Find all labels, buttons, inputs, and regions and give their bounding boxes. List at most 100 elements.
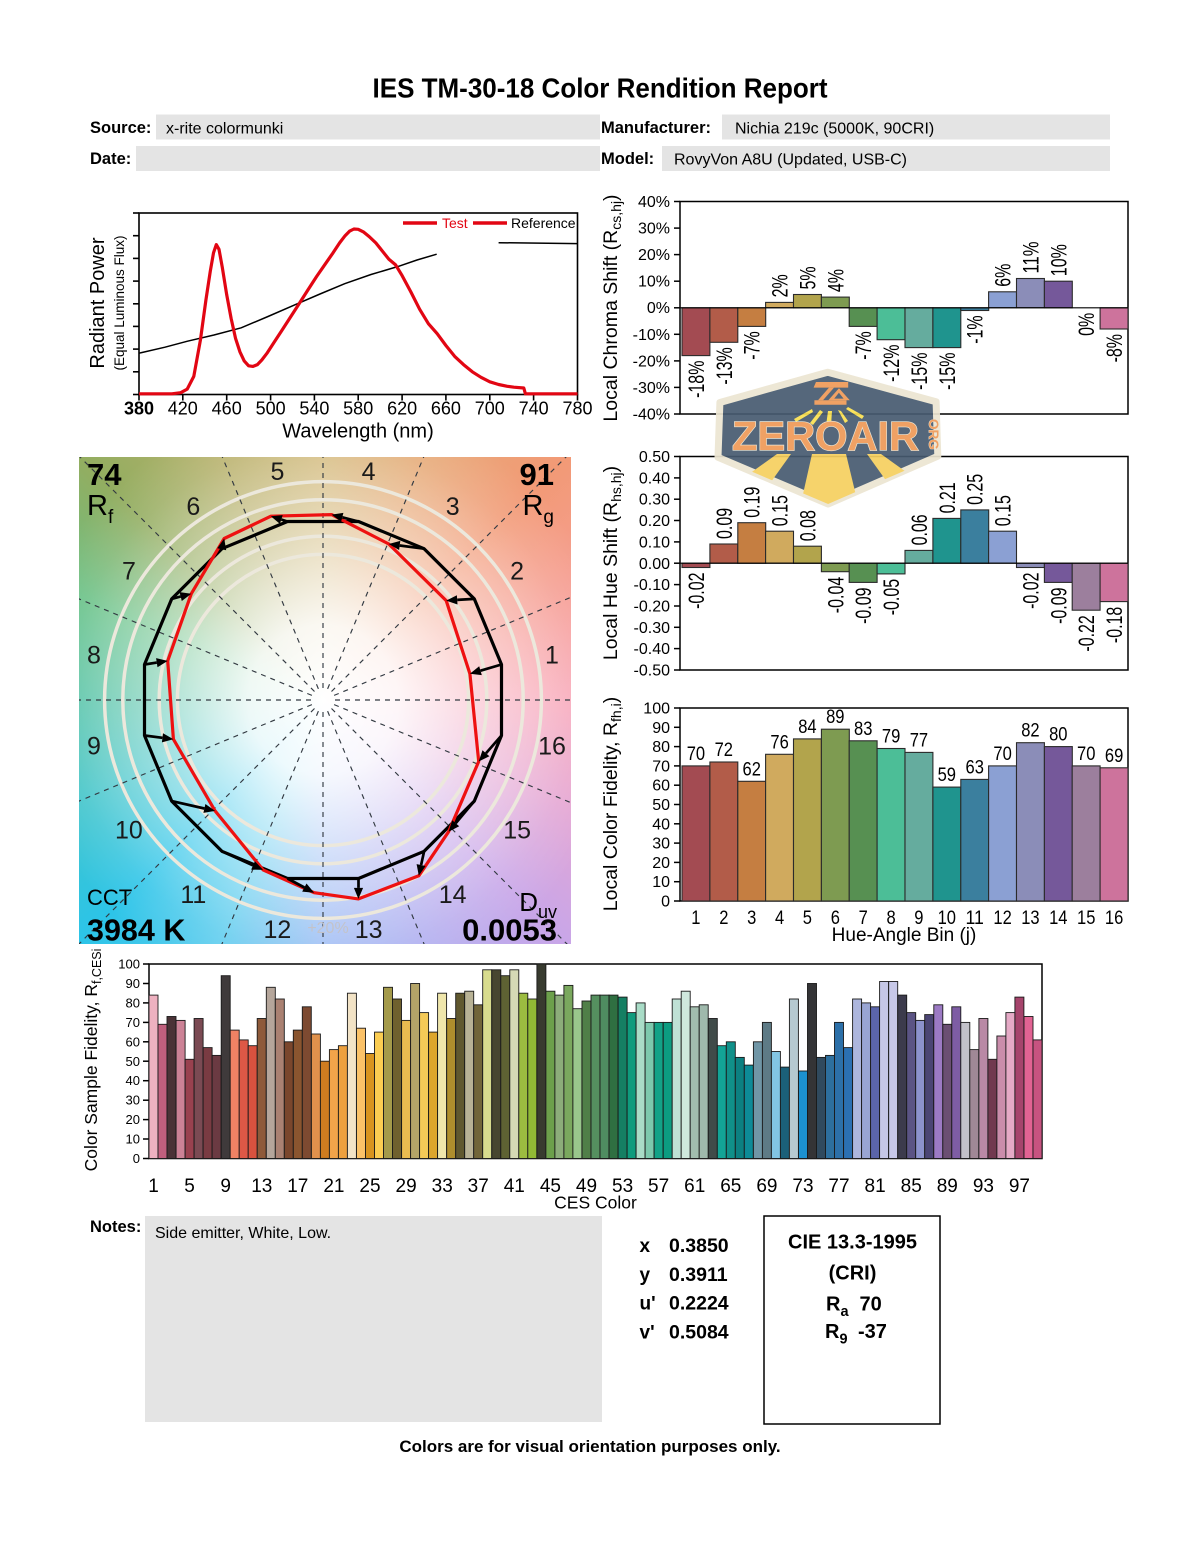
svg-text:20: 20 — [652, 855, 670, 872]
svg-text:10: 10 — [115, 817, 143, 845]
svg-text:10: 10 — [126, 1132, 140, 1147]
svg-text:Manufacturer:: Manufacturer: — [601, 119, 711, 137]
svg-text:80: 80 — [652, 739, 670, 756]
svg-text:2: 2 — [510, 557, 524, 585]
svg-text:Side emitter, White, Low.: Side emitter, White, Low. — [155, 1225, 331, 1242]
svg-text:6: 6 — [831, 907, 840, 929]
svg-text:8: 8 — [87, 641, 101, 669]
svg-text:73: 73 — [792, 1176, 813, 1197]
svg-text:u': u' — [640, 1294, 656, 1315]
svg-text:420: 420 — [168, 399, 198, 419]
svg-text:13: 13 — [251, 1176, 272, 1197]
svg-text:0.25: 0.25 — [963, 474, 988, 505]
svg-text:70: 70 — [860, 1294, 882, 1316]
svg-text:13: 13 — [1021, 907, 1039, 929]
svg-text:0.20: 0.20 — [639, 513, 670, 530]
svg-text:100: 100 — [643, 701, 670, 718]
svg-text:0.50: 0.50 — [639, 449, 670, 466]
svg-text:+20%: +20% — [307, 920, 348, 937]
svg-text:ORG: ORG — [926, 419, 941, 450]
svg-text:33: 33 — [432, 1176, 453, 1197]
svg-text:380: 380 — [124, 399, 154, 419]
svg-text:83: 83 — [854, 718, 872, 740]
svg-text:3: 3 — [747, 907, 756, 929]
svg-text:10: 10 — [938, 907, 957, 929]
svg-text:-0.18: -0.18 — [1102, 607, 1127, 643]
svg-text:70: 70 — [687, 743, 706, 765]
svg-text:0: 0 — [661, 894, 670, 911]
svg-text:780: 780 — [562, 399, 592, 419]
svg-text:12: 12 — [263, 916, 291, 944]
svg-text:Wavelength (nm): Wavelength (nm) — [282, 421, 434, 443]
svg-text:-37: -37 — [858, 1321, 887, 1343]
svg-text:5: 5 — [184, 1176, 195, 1197]
svg-text:0.0053: 0.0053 — [462, 913, 557, 948]
svg-text:y: y — [640, 1265, 651, 1286]
svg-text:76: 76 — [770, 731, 788, 753]
svg-text:4: 4 — [362, 458, 376, 486]
svg-text:Local Hue Shift (Rhs,hj): Local Hue Shift (Rhs,hj) — [600, 466, 624, 660]
svg-text:0.5084: 0.5084 — [669, 1321, 729, 1343]
svg-text:Local Color Fidelity, Rfh,i): Local Color Fidelity, Rfh,i) — [600, 697, 624, 911]
svg-text:62: 62 — [743, 758, 761, 780]
svg-text:-0.22: -0.22 — [1074, 615, 1099, 651]
svg-text:-1%: -1% — [963, 315, 988, 343]
svg-text:-0.30: -0.30 — [634, 620, 671, 637]
svg-text:0.19: 0.19 — [740, 487, 765, 518]
svg-text:90: 90 — [126, 976, 140, 991]
svg-text:-15%: -15% — [907, 353, 932, 390]
svg-text:1: 1 — [148, 1176, 159, 1197]
svg-text:-0.02: -0.02 — [1018, 573, 1043, 609]
svg-text:ZEROAIR: ZEROAIR — [732, 413, 919, 459]
svg-text:40%: 40% — [638, 194, 670, 211]
svg-text:41: 41 — [504, 1176, 525, 1197]
svg-text:0.2224: 0.2224 — [669, 1293, 729, 1315]
svg-text:Source:: Source: — [90, 119, 151, 137]
svg-text:50: 50 — [652, 797, 670, 814]
svg-text:0: 0 — [133, 1151, 140, 1166]
svg-text:3: 3 — [446, 493, 460, 521]
svg-text:61: 61 — [684, 1176, 705, 1197]
svg-text:-0.09: -0.09 — [851, 588, 876, 624]
svg-text:57: 57 — [648, 1176, 669, 1197]
svg-text:14: 14 — [1049, 907, 1068, 929]
svg-text:740: 740 — [519, 399, 549, 419]
svg-text:9: 9 — [220, 1176, 231, 1197]
svg-text:RovyVon A8U (Updated, USB-C): RovyVon A8U (Updated, USB-C) — [674, 152, 907, 169]
svg-text:0.00: 0.00 — [639, 556, 670, 573]
svg-text:16: 16 — [538, 733, 566, 761]
svg-text:660: 660 — [431, 399, 461, 419]
svg-text:21: 21 — [323, 1176, 344, 1197]
svg-text:Nichia 219c (5000K, 90CRI): Nichia 219c (5000K, 90CRI) — [735, 121, 934, 138]
svg-text:49: 49 — [576, 1176, 597, 1197]
svg-text:580: 580 — [343, 399, 373, 419]
svg-text:3984 K: 3984 K — [87, 914, 185, 948]
svg-text:-0.40: -0.40 — [634, 641, 671, 658]
svg-text:0.15: 0.15 — [991, 495, 1016, 526]
svg-text:0.3911: 0.3911 — [669, 1264, 728, 1286]
svg-text:1: 1 — [545, 641, 559, 669]
svg-text:x: x — [640, 1236, 651, 1257]
svg-text:97: 97 — [1009, 1176, 1030, 1197]
svg-text:-0.50: -0.50 — [634, 663, 671, 680]
svg-text:10%: 10% — [638, 274, 670, 291]
svg-text:2: 2 — [719, 907, 728, 929]
svg-text:40: 40 — [652, 816, 670, 833]
svg-text:9: 9 — [914, 907, 923, 929]
svg-text:79: 79 — [882, 726, 900, 748]
svg-text:8: 8 — [887, 907, 896, 929]
svg-text:-20%: -20% — [633, 353, 670, 370]
svg-text:-12%: -12% — [879, 345, 904, 382]
svg-text:0%: 0% — [647, 300, 670, 317]
svg-text:9: 9 — [87, 733, 101, 761]
svg-text:70: 70 — [1077, 743, 1096, 765]
svg-text:Model:: Model: — [601, 150, 654, 168]
svg-text:59: 59 — [938, 764, 956, 786]
svg-text:0.40: 0.40 — [639, 470, 670, 487]
svg-text:11: 11 — [180, 881, 206, 909]
svg-text:Color Sample Fidelity, Rf,CESi: Color Sample Fidelity, Rf,CESi — [81, 949, 104, 1172]
svg-text:12: 12 — [993, 907, 1011, 929]
svg-text:77: 77 — [910, 729, 928, 751]
svg-text:Duv: Duv — [519, 887, 557, 922]
svg-text:Rf: Rf — [87, 490, 114, 528]
